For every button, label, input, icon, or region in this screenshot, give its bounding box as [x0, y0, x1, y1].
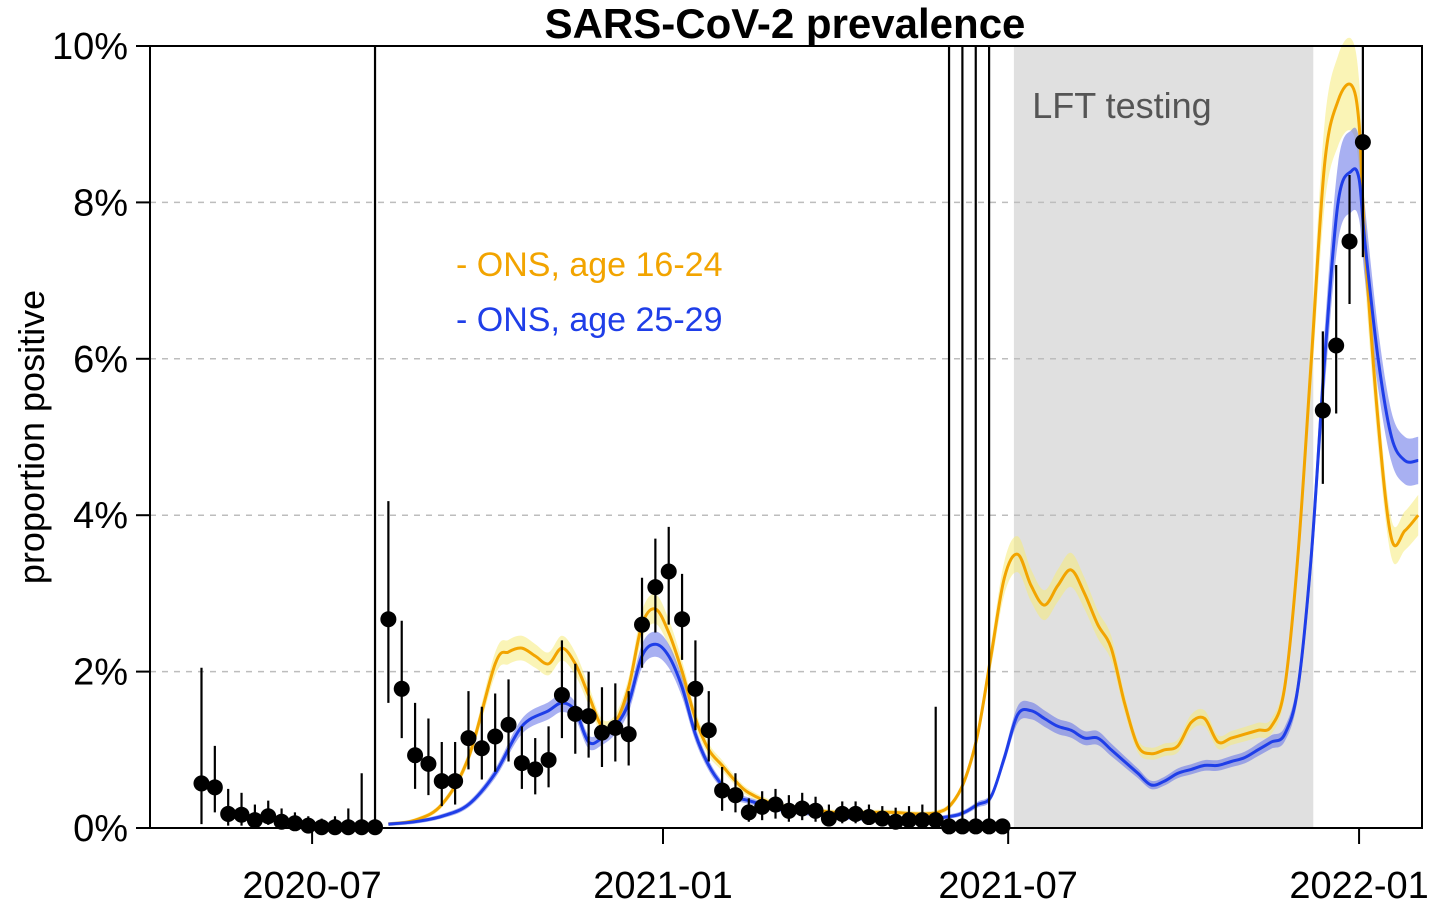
data-point-3 [233, 806, 250, 823]
data-point-26 [540, 751, 557, 768]
data-point-6 [273, 813, 290, 830]
data-point-38 [700, 722, 717, 739]
data-point-56 [941, 818, 958, 835]
data-point-29 [580, 708, 597, 725]
data-point-19 [447, 773, 464, 790]
data-point-25 [527, 761, 544, 778]
data-point-50 [860, 809, 877, 826]
data-point-36 [674, 611, 691, 628]
data-point-42 [754, 798, 771, 815]
data-point-49 [847, 805, 864, 822]
data-point-32 [620, 726, 637, 743]
data-point-43 [767, 796, 784, 813]
data-point-39 [714, 782, 731, 799]
shaded-region-layer [1013, 46, 1314, 828]
data-point-24 [513, 755, 530, 772]
y-tick-label-3: 6% [73, 339, 128, 381]
data-point-31 [607, 719, 624, 736]
data-point-40 [727, 787, 744, 804]
data-point-23 [500, 716, 517, 733]
data-point-53 [901, 812, 918, 829]
data-point-47 [820, 810, 837, 827]
data-point-37 [687, 680, 704, 697]
data-point-55 [927, 812, 944, 829]
data-point-64 [1354, 134, 1371, 151]
data-point-15 [393, 680, 410, 697]
data-point-41 [740, 804, 757, 821]
x-tick-label-2: 2021-07 [938, 865, 1077, 907]
data-point-63 [1341, 233, 1358, 250]
data-point-21 [473, 740, 490, 757]
data-point-59 [981, 818, 998, 835]
y-tick-label-4: 8% [73, 182, 128, 224]
y-tick-label-0: 0% [73, 808, 128, 850]
data-point-34 [647, 579, 664, 596]
data-point-52 [887, 813, 904, 830]
data-point-57 [954, 818, 971, 835]
data-point-1 [206, 779, 223, 796]
data-point-2 [220, 805, 237, 822]
lft-testing-region [1013, 46, 1314, 828]
x-tick-label-0: 2020-07 [242, 865, 381, 907]
chart-title: SARS-CoV-2 prevalence [545, 0, 1026, 47]
data-point-46 [807, 802, 824, 819]
data-point-33 [634, 616, 651, 633]
y-axis-label: proportion positive [11, 290, 52, 584]
text-layer: SARS-CoV-2 prevalence proportion positiv… [11, 0, 1212, 584]
data-point-44 [780, 802, 797, 819]
data-point-14 [380, 611, 397, 628]
data-point-18 [433, 773, 450, 790]
data-point-28 [567, 705, 584, 722]
data-point-30 [593, 724, 610, 741]
data-point-61 [1314, 402, 1331, 419]
data-point-58 [967, 818, 984, 835]
y-tick-label-5: 10% [52, 26, 128, 68]
axis-layer: 0% 2% 4% 6% 8% 10% 2020-07 2021-01 2021-07 2022-0… [52, 26, 1429, 907]
y-tick-label-1: 2% [73, 652, 128, 694]
data-point-48 [834, 805, 851, 822]
data-point-51 [874, 810, 891, 827]
data-point-35 [660, 563, 677, 580]
data-point-16 [407, 747, 424, 764]
data-point-5 [260, 808, 277, 825]
shaded-region-label: LFT testing [1032, 85, 1211, 126]
data-point-54 [914, 812, 931, 829]
point-layer [193, 46, 1371, 836]
data-point-27 [553, 687, 570, 704]
data-point-20 [460, 730, 477, 747]
legend-entry-ons-25-29: - ONS, age 25-29 [456, 301, 722, 339]
data-point-4 [246, 812, 263, 829]
data-point-17 [420, 755, 437, 772]
x-tick-label-3: 2022-01 [1289, 865, 1428, 907]
plot-frame [149, 45, 1423, 829]
data-point-0 [193, 775, 210, 792]
data-point-60 [994, 818, 1011, 835]
data-point-22 [487, 728, 504, 745]
legend-entry-ons-16-24: - ONS, age 16-24 [456, 246, 722, 284]
x-tick-label-1: 2021-01 [593, 865, 732, 907]
y-tick-label-2: 4% [73, 495, 128, 537]
data-point-62 [1328, 337, 1345, 354]
data-point-45 [794, 800, 811, 817]
